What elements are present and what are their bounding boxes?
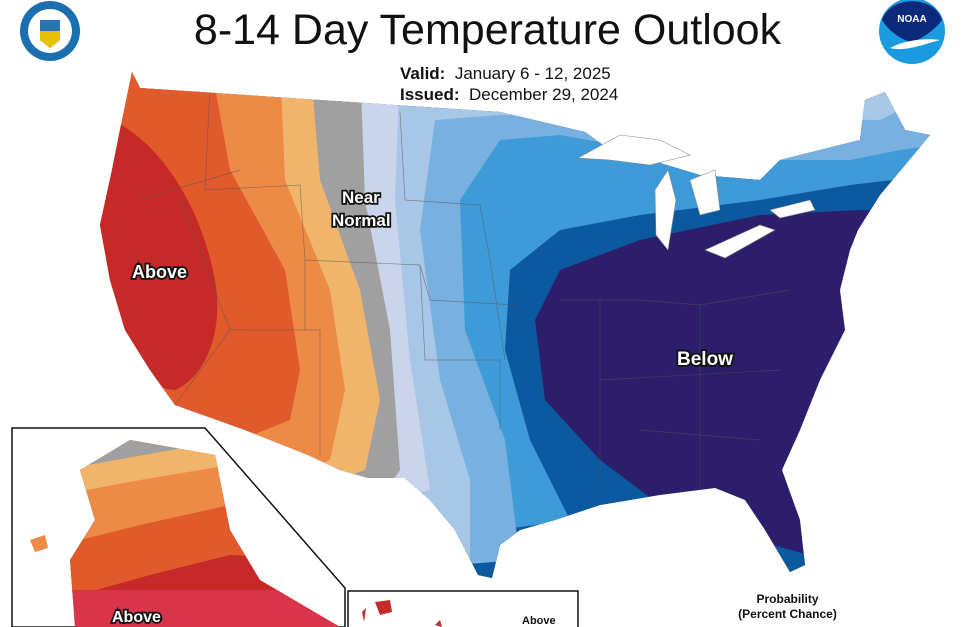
hawaii-inset: Above <box>347 590 579 627</box>
label-below-east: Below <box>677 349 733 370</box>
label-above-west: Above <box>132 262 187 282</box>
label-near-normal-1: Near <box>342 188 380 207</box>
label-above-hawaii: Above <box>522 615 556 627</box>
svg-text:NOAA: NOAA <box>897 14 926 25</box>
label-above-alaska: Above <box>112 609 161 626</box>
label-near-normal-2: Normal <box>332 211 391 230</box>
page-title: 8-14 Day Temperature Outlook <box>193 6 782 54</box>
alaska-inset: Above <box>11 427 346 627</box>
commerce-seal-logo <box>20 1 80 61</box>
noaa-logo: NOAA <box>879 0 945 64</box>
great-lakes <box>576 134 816 259</box>
valid-dates: Valid: January 6 - 12, 2025 <box>400 64 611 83</box>
issued-date: Issued: December 29, 2024 <box>400 85 619 104</box>
state-borders <box>139 84 791 490</box>
probability-legend: Probability (Percent Chance) <box>738 592 837 621</box>
